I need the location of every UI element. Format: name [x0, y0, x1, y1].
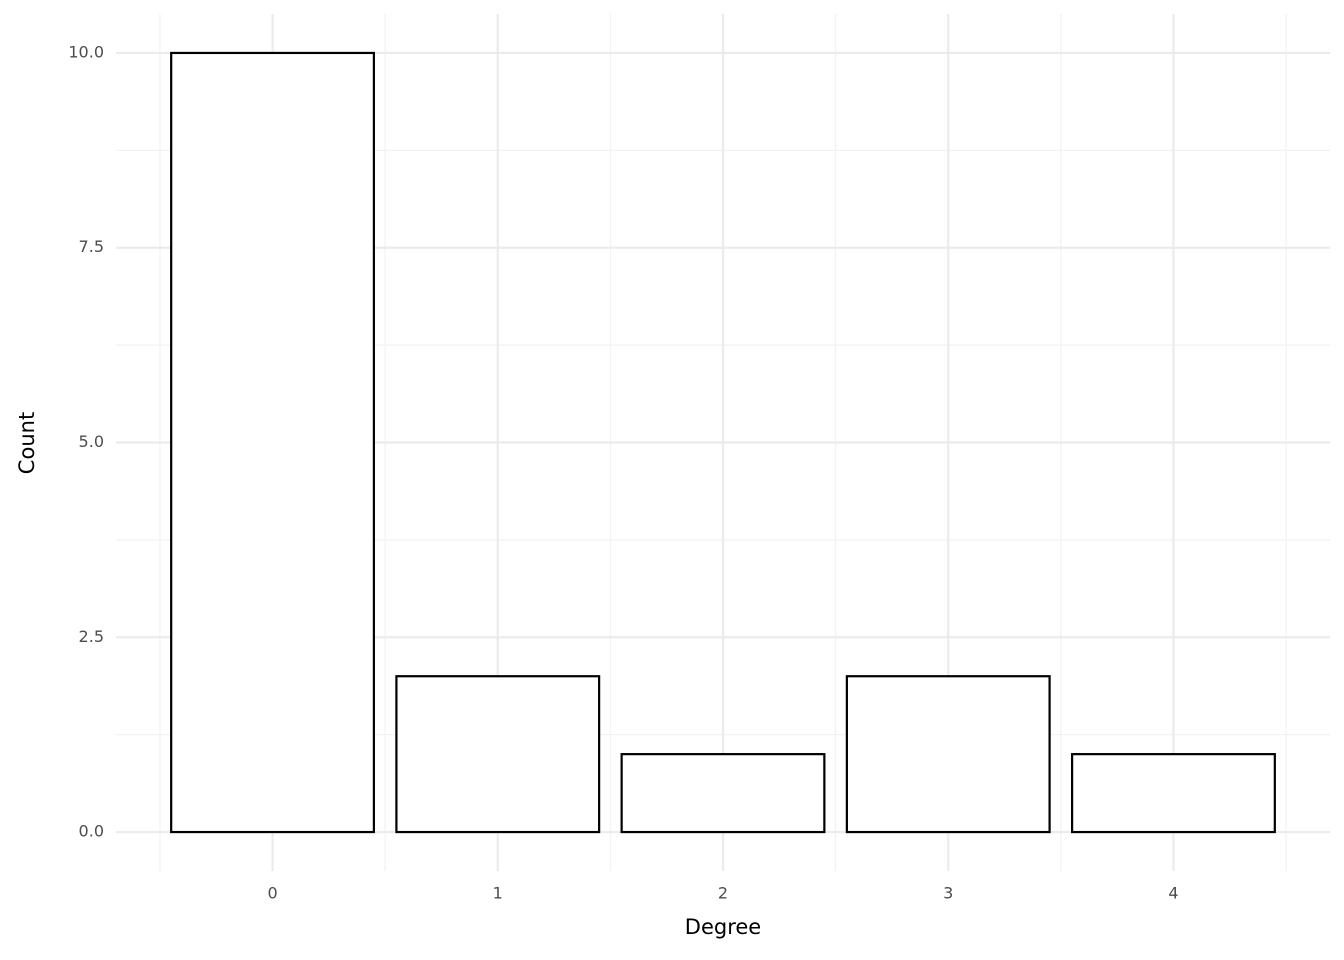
x-tick-label: 0 — [267, 884, 277, 903]
x-tick-label: 2 — [718, 884, 728, 903]
bar — [1071, 753, 1276, 834]
x-axis-title: Degree — [685, 915, 761, 939]
y-tick-label: 5.0 — [79, 432, 104, 451]
y-axis-title: Count — [15, 412, 39, 474]
bar — [395, 675, 601, 834]
y-tick-label: 2.5 — [79, 627, 104, 646]
bar — [620, 753, 826, 834]
y-tick-label: 7.5 — [79, 237, 104, 256]
bar — [170, 51, 375, 834]
y-tick-label: 10.0 — [68, 42, 104, 61]
x-tick-label: 3 — [943, 884, 953, 903]
x-tick-label: 4 — [1168, 884, 1178, 903]
y-tick-label: 0.0 — [79, 822, 104, 841]
x-tick-label: 1 — [493, 884, 503, 903]
bar — [845, 675, 1051, 834]
